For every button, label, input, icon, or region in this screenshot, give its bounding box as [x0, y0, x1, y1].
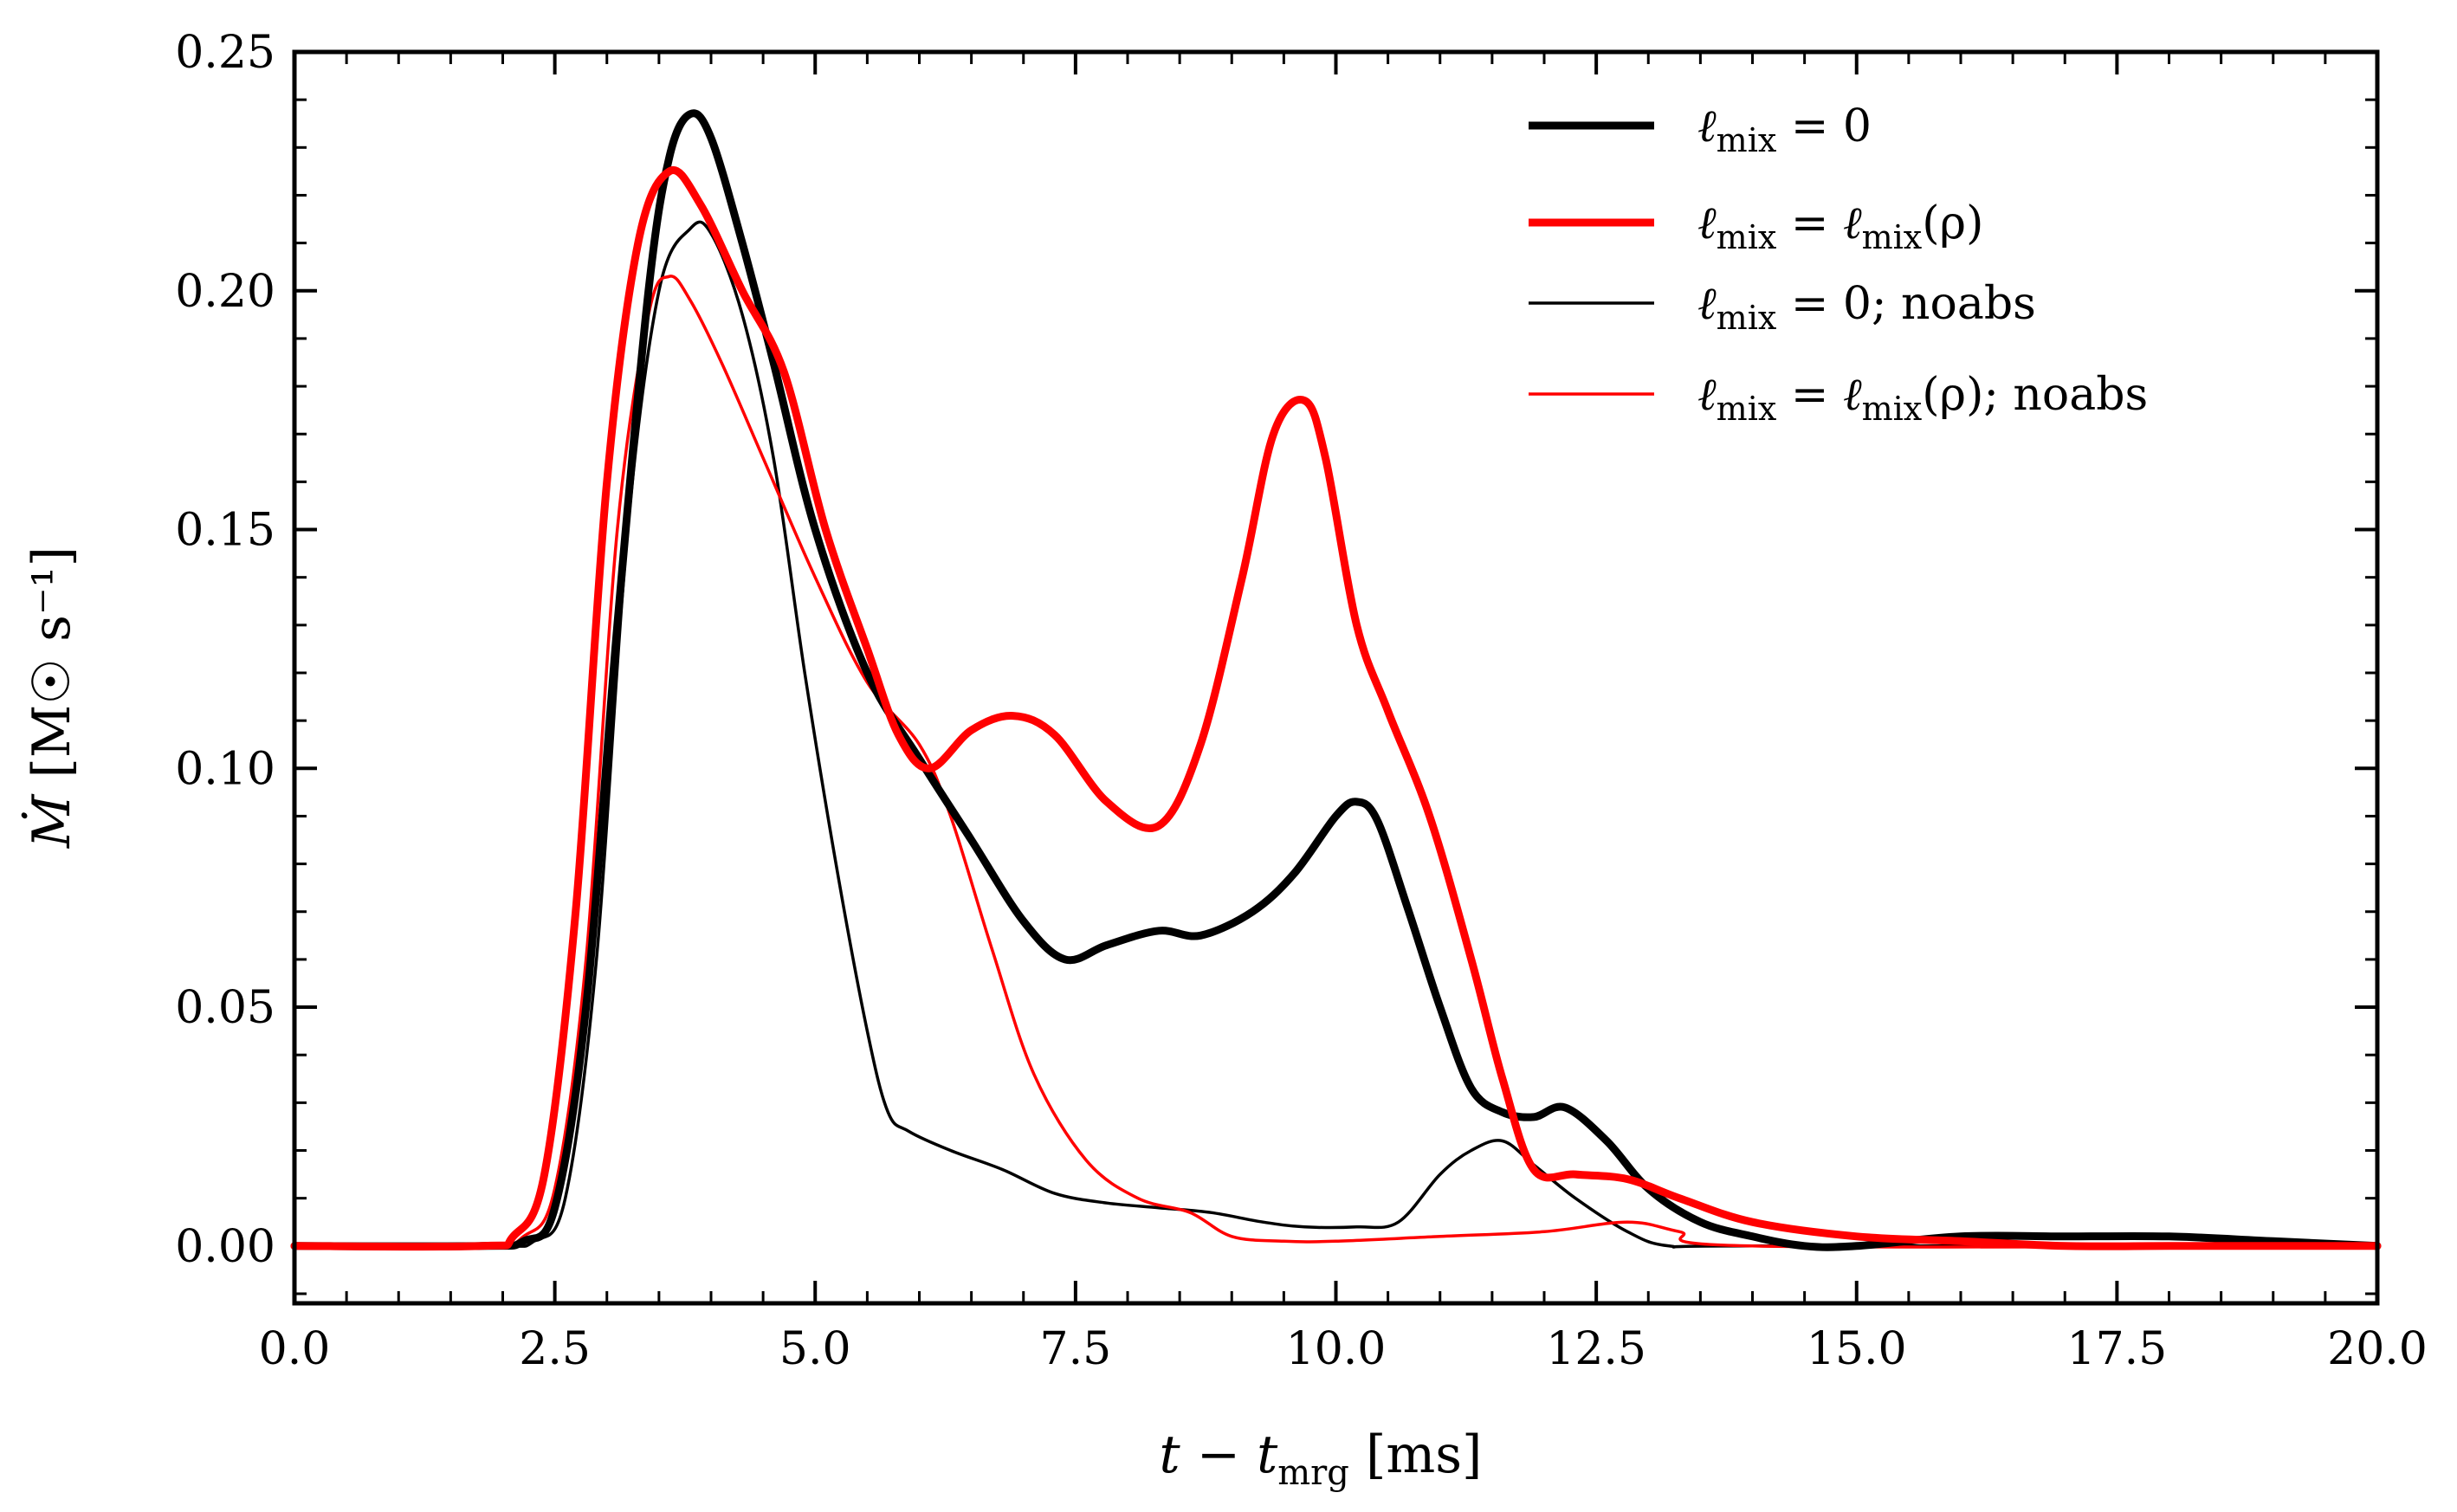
y-tick-label: 0.20 [175, 266, 275, 318]
x-tick-label: 5.0 [779, 1323, 851, 1375]
legend-label-3: ℓmix = 0; noabs [1697, 278, 2036, 337]
x-tick-label: 12.5 [1546, 1323, 1646, 1375]
y-tick-label: 0.05 [175, 982, 275, 1034]
plot-frame [292, 49, 2380, 1306]
x-tick-label: 20.0 [2327, 1323, 2428, 1375]
y-tick-label: 0.15 [175, 505, 275, 557]
legend-label-1: ℓmix = 0 [1697, 100, 1872, 159]
x-axis-label: t − tmrg [ms] [1160, 1425, 1483, 1493]
legend-label-4: ℓmix = ℓmix(ρ); noabs [1697, 369, 2148, 428]
x-tick-label: 7.5 [1040, 1323, 1112, 1375]
legend: ℓmix = 0 ℓmix = ℓmix(ρ) ℓmix = 0; noabs ℓmi… [1529, 100, 2148, 428]
y-tick-label: 0.25 [175, 27, 275, 79]
x-tick-label: 0.0 [259, 1323, 331, 1375]
series-line-1 [290, 109, 2382, 1251]
series-line-2 [290, 166, 2382, 1251]
x-tick-label: 2.5 [519, 1323, 591, 1375]
x-tick-label: 17.5 [2066, 1323, 2167, 1375]
legend-label-2: ℓmix = ℓmix(ρ) [1697, 197, 1983, 256]
y-tick-label: 0.00 [175, 1221, 275, 1273]
y-axis-label: Ṁ [M☉ s⁻¹] [22, 546, 82, 849]
x-tick-label: 10.0 [1286, 1323, 1387, 1375]
tick-labels: 0.0 2.5 5.0 7.5 10.0 12.5 15.0 17.5 20.0 0.00 0.05… [175, 27, 2428, 1375]
y-tick-label: 0.10 [175, 743, 275, 795]
x-tick-label: 15.0 [1807, 1323, 1907, 1375]
series-lines [290, 109, 2382, 1251]
